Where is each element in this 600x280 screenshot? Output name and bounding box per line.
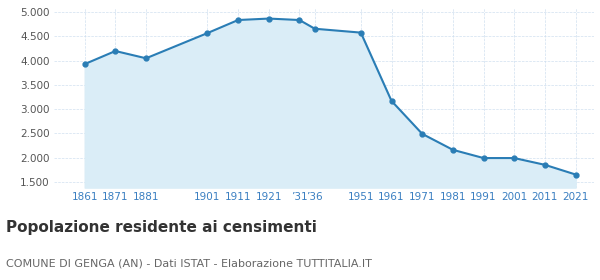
Text: Popolazione residente ai censimenti: Popolazione residente ai censimenti (6, 220, 317, 235)
Text: COMUNE DI GENGA (AN) - Dati ISTAT - Elaborazione TUTTITALIA.IT: COMUNE DI GENGA (AN) - Dati ISTAT - Elab… (6, 258, 372, 268)
